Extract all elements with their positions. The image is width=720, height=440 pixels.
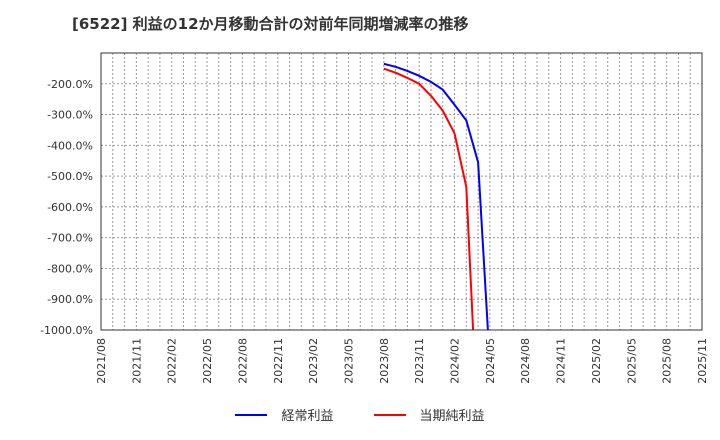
y-tick-label: -500.0% [47,170,93,183]
legend-line-blue [235,413,268,416]
series-lines [383,62,489,330]
x-tick-label: 2024/05 [484,338,497,384]
y-tick-label: -300.0% [47,109,93,122]
grid [101,53,702,330]
legend-label: 当期純利益 [419,409,485,424]
x-tick-label: 2021/11 [130,338,143,384]
x-axis: 2021/08 2021/11 2022/02 2022/05 2022/08 2022/… [95,338,709,384]
x-tick-label: 2024/02 [449,338,462,384]
legend-label: 経常利益 [281,409,334,424]
x-tick-label: 2024/08 [519,338,532,384]
x-tick-label: 2022/08 [236,338,249,384]
legend: 経常利益 当期純利益 [0,405,720,424]
x-tick-label: 2022/05 [201,338,214,384]
x-tick-label: 2025/08 [661,338,674,384]
chart-title: [6522] 利益の12か月移動合計の対前年同期増減率の推移 [72,15,469,33]
y-tick-label: -600.0% [47,201,93,214]
y-tick-label: -800.0% [47,262,93,275]
x-tick-label: 2024/11 [555,338,568,384]
x-tick-label: 2025/05 [625,338,638,384]
x-tick-label: 2025/11 [696,338,709,384]
y-tick-label: -400.0% [47,139,93,152]
y-tick-label: -200.0% [47,78,93,91]
y-tick-label: -900.0% [47,293,93,306]
x-tick-label: 2023/05 [342,338,355,384]
legend-item-ordinary-profit: 経常利益 [235,405,334,424]
x-tick-label: 2023/11 [413,338,426,384]
x-tick-label: 2022/02 [166,338,179,384]
x-tick-label: 2022/11 [272,338,285,384]
legend-item-net-income: 当期純利益 [373,405,485,424]
y-axis: -200.0% -300.0% -400.0% -500.0% -600.0% -700.… [40,78,93,337]
y-tick-label: -700.0% [47,232,93,245]
plot-frame [100,52,703,331]
x-tick-label: 2021/08 [95,338,108,384]
series-line-1 [383,67,475,330]
x-tick-label: 2023/02 [307,338,320,384]
series-line-0 [383,62,489,330]
legend-line-red [373,413,406,416]
x-tick-label: 2025/02 [590,338,603,384]
y-tick-label: -1000.0% [40,324,93,337]
x-tick-label: 2023/08 [378,338,391,384]
